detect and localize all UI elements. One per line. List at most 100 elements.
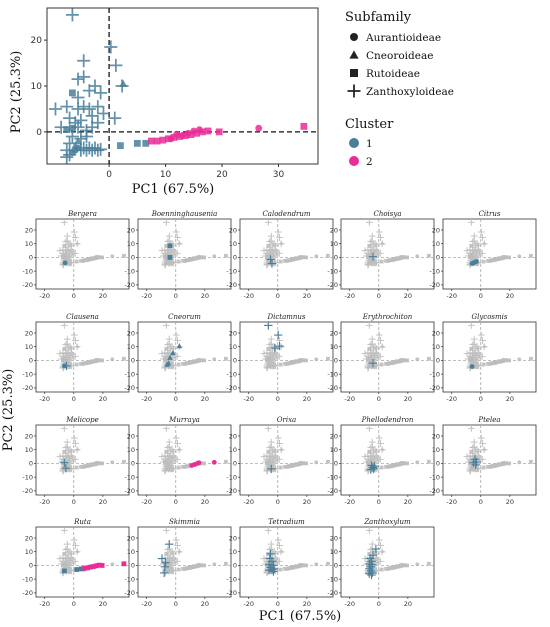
y-tick-label: -10	[124, 370, 135, 378]
background-point	[212, 254, 217, 259]
facet-panel: Choisya -20 0 20 -20 -10 0 10 20	[327, 210, 435, 300]
x-tick-label: -20	[344, 292, 355, 300]
highlight-point	[93, 563, 99, 569]
y-tick-label: 10	[25, 446, 33, 454]
highlight-point	[61, 568, 67, 574]
x-tick-label: 30	[273, 170, 285, 180]
background-point	[276, 440, 283, 447]
data-point	[82, 102, 96, 116]
y-tick-label: 10	[127, 343, 135, 351]
y-tick-label: 0	[334, 254, 338, 262]
background-point	[478, 455, 486, 463]
data-point	[116, 142, 124, 150]
y-tick-label: 0	[29, 460, 33, 468]
background-point	[170, 550, 177, 558]
facet-frame	[442, 218, 537, 290]
background-point	[314, 562, 319, 567]
y-tick-label: 20	[127, 329, 135, 337]
y-tick-label: 0	[29, 357, 33, 365]
facet-frame	[137, 526, 232, 598]
background-point	[264, 527, 272, 534]
data-point	[142, 139, 150, 147]
background-point	[301, 358, 306, 363]
background-point	[176, 259, 181, 264]
background-point	[72, 440, 79, 447]
background-point	[373, 448, 380, 456]
facet-panel-title: Boenninghausenia	[151, 210, 218, 218]
background-point	[267, 340, 275, 348]
background-point	[62, 346, 67, 351]
background-point	[275, 455, 283, 463]
background-point	[517, 254, 522, 259]
y-tick-label: -10	[327, 267, 338, 275]
background-point	[174, 440, 181, 447]
data-point	[63, 136, 77, 150]
background-point	[373, 550, 380, 558]
legend-cluster-entries: 12	[349, 138, 373, 168]
y-tick-label: 0	[131, 254, 135, 262]
y-tick-label: 20	[330, 226, 338, 234]
background-point	[427, 253, 431, 258]
background-point	[463, 247, 471, 254]
highlight-point	[474, 259, 479, 264]
background-point	[68, 259, 75, 267]
data-point	[80, 129, 94, 143]
background-point	[176, 362, 181, 367]
background-point	[175, 240, 183, 248]
data-point	[85, 120, 99, 134]
x-tick-label: -20	[39, 395, 50, 403]
background-point	[378, 548, 386, 556]
x-tick-label: 0	[377, 292, 381, 300]
y-tick-label: -20	[22, 384, 33, 392]
y-tick-label: 0	[29, 254, 33, 262]
background-point	[68, 242, 75, 250]
background-point	[486, 464, 490, 469]
background-point	[375, 228, 383, 236]
background-point	[504, 461, 509, 466]
data-point	[94, 86, 108, 100]
background-point	[60, 219, 68, 226]
y-tick-label: 0	[29, 562, 33, 570]
background-point	[272, 448, 279, 456]
x-tick-label: 0	[276, 600, 280, 608]
data-point	[77, 100, 91, 114]
background-point	[197, 562, 201, 567]
data-point	[65, 8, 79, 22]
y-tick-label: -10	[429, 370, 440, 378]
legend-cluster-title: Cluster	[345, 117, 394, 132]
background-point	[479, 440, 486, 447]
facet-frame	[35, 321, 130, 393]
background-point	[165, 340, 173, 348]
highlight-point	[99, 563, 105, 568]
y-tick-label: 0	[131, 562, 135, 570]
legend-label: Cneoroideae	[366, 50, 433, 62]
facet-frame	[35, 424, 130, 496]
background-point	[176, 567, 181, 572]
background-point	[402, 461, 407, 466]
background-point	[73, 548, 81, 556]
y-tick-label: -20	[429, 281, 440, 289]
background-point	[276, 542, 283, 549]
background-point	[110, 460, 115, 465]
facet-panel: Clausena -20 0 20 -20 -10 0 10 20	[22, 313, 130, 403]
y-tick-label: -20	[124, 487, 135, 495]
background-point	[365, 527, 373, 534]
y-tick-label: 10	[229, 446, 237, 454]
highlight-point	[82, 565, 88, 571]
y-tick-label: -20	[327, 384, 338, 392]
background-point	[405, 255, 410, 260]
data-point	[65, 129, 79, 143]
background-point	[162, 425, 170, 432]
data-point	[85, 109, 99, 123]
background-point	[278, 465, 283, 470]
x-tick-label: 0	[377, 395, 381, 403]
background-point	[100, 358, 105, 363]
background-point	[97, 461, 102, 466]
background-point	[158, 247, 166, 254]
highlight-point	[167, 255, 173, 260]
background-point	[63, 443, 71, 451]
x-tick-label: 0	[174, 600, 178, 608]
y-tick-label: 10	[25, 548, 33, 556]
facet-panel: Citrus -20 0 20 -20 -10 0 10 20	[429, 210, 537, 300]
y-tick-label: -10	[327, 370, 338, 378]
